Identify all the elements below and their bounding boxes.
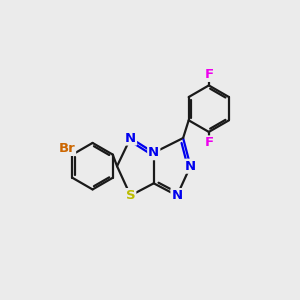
Text: S: S xyxy=(126,189,135,202)
Text: F: F xyxy=(204,68,213,81)
Text: N: N xyxy=(148,146,159,159)
Text: N: N xyxy=(125,131,136,145)
Text: Br: Br xyxy=(58,142,75,155)
Text: F: F xyxy=(204,136,213,149)
Text: N: N xyxy=(185,160,196,173)
Text: N: N xyxy=(171,189,183,202)
